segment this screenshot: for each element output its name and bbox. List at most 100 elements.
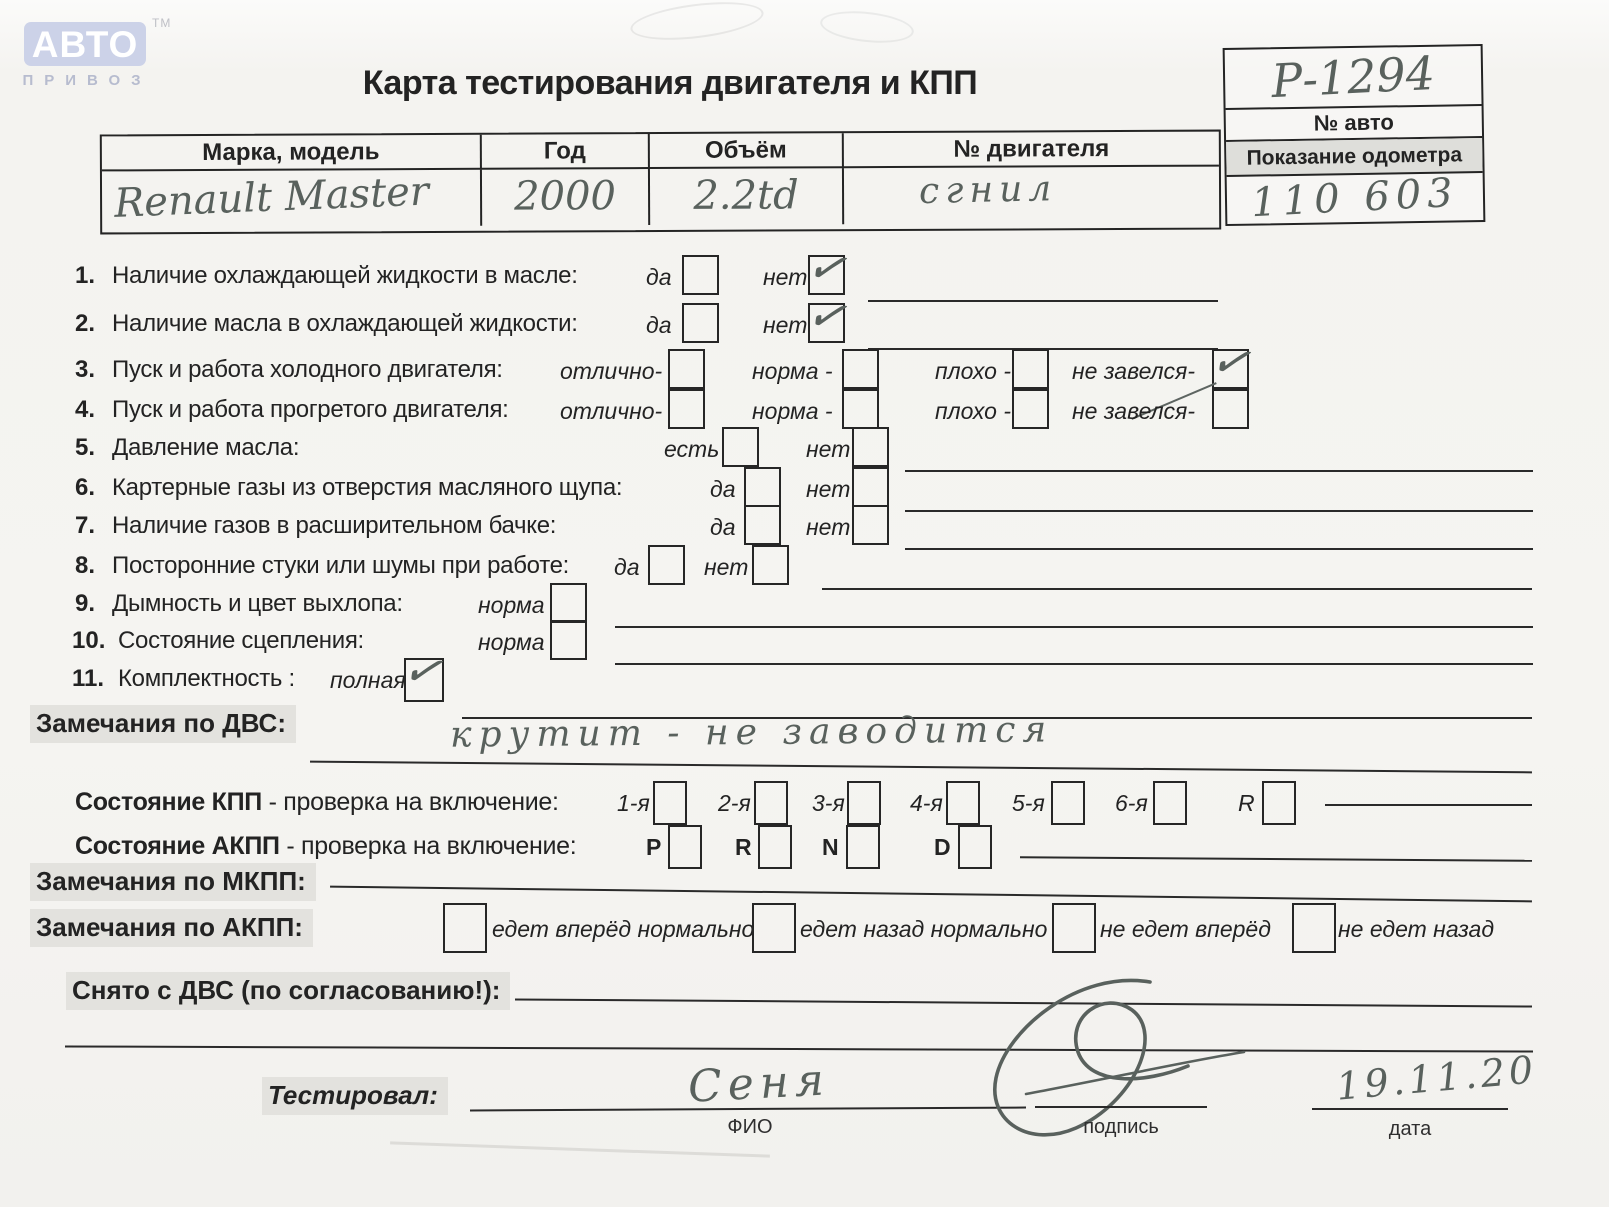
logo-wordmark: АВТО bbox=[24, 22, 146, 66]
dvs-remarks-label-text: Замечания по ДВС: bbox=[30, 705, 296, 743]
item-number: 9. bbox=[75, 590, 96, 617]
checkbox-net[interactable]: ✓ bbox=[802, 237, 851, 298]
checkbox-otlichno[interactable] bbox=[668, 389, 705, 429]
akpp-label: Состояние АКПП - проверка на включение: bbox=[75, 832, 577, 861]
checkbox-gear-6[interactable] bbox=[1153, 781, 1187, 825]
answer-line[interactable] bbox=[822, 588, 1532, 590]
checkbox-gear-5[interactable] bbox=[1051, 781, 1085, 825]
kpp-label-rest: - проверка на включение: bbox=[261, 788, 559, 816]
kpp-label-bold: Состояние КПП bbox=[75, 788, 262, 816]
checkbox-polnaya[interactable]: ✓ bbox=[398, 640, 447, 702]
checkbox-gear-2[interactable] bbox=[754, 781, 788, 825]
signature-line[interactable] bbox=[1035, 1106, 1207, 1108]
akpp-check-row: Состояние АКПП - проверка на включение: … bbox=[0, 825, 1609, 876]
gear-label-p: P bbox=[646, 834, 662, 860]
removed-line-2[interactable] bbox=[65, 1045, 1533, 1053]
header-engine-number: № двигателя bbox=[843, 131, 1219, 169]
tester-name-handwritten: Сеня bbox=[686, 1054, 832, 1113]
checkbox-net[interactable] bbox=[852, 505, 889, 545]
item-number: 3. bbox=[75, 356, 96, 383]
item-label: Пуск и работа прогретого двигателя: bbox=[112, 396, 509, 423]
checkbox-ploho[interactable] bbox=[1012, 389, 1049, 429]
cell-volume[interactable]: 2.2td bbox=[649, 168, 845, 226]
checkbox-no-forward[interactable] bbox=[1052, 903, 1096, 953]
date-handwritten: 19.11.20 bbox=[1334, 1047, 1539, 1109]
checkbox-da[interactable] bbox=[648, 545, 685, 585]
option-label-ne-zavelsya: не завелся- bbox=[1072, 358, 1196, 384]
checkbox-norma[interactable] bbox=[550, 583, 587, 623]
option-label-norma: норма - bbox=[752, 358, 833, 384]
checkbox-da[interactable] bbox=[744, 505, 781, 545]
answer-line[interactable] bbox=[905, 548, 1533, 550]
checklist-item-5: 5. Давление масла: есть нет bbox=[0, 427, 1609, 478]
car-number-cell[interactable]: Р-1294 bbox=[1224, 46, 1482, 111]
answer-line[interactable] bbox=[1019, 856, 1533, 862]
mkpp-remarks-line[interactable] bbox=[330, 885, 1532, 903]
odometer-cell[interactable]: 110 603 bbox=[1227, 170, 1484, 226]
dvs-remarks-line[interactable] bbox=[310, 760, 1532, 774]
gear-label-n: N bbox=[822, 834, 839, 860]
checkbox-norma[interactable] bbox=[842, 349, 879, 389]
akpp-option-label: едет вперёд нормально bbox=[492, 916, 755, 942]
checkbox-net[interactable]: ✓ bbox=[802, 285, 851, 346]
checkbox-gear-n[interactable] bbox=[846, 825, 880, 869]
checkbox-otlichno[interactable] bbox=[668, 349, 705, 389]
checkbox-ne-zavelsya[interactable] bbox=[1212, 389, 1249, 429]
engine-number-handwritten: сгнил bbox=[918, 168, 1058, 213]
checkbox-net[interactable] bbox=[752, 545, 789, 585]
item-number: 7. bbox=[75, 512, 96, 539]
checkbox-gear-r[interactable] bbox=[758, 825, 792, 869]
gear-label-4: 4-я bbox=[910, 790, 943, 816]
checkbox-norma[interactable] bbox=[842, 389, 879, 429]
checkbox-net[interactable] bbox=[852, 427, 889, 467]
option-label-ploho: плохо - bbox=[935, 398, 1011, 424]
checkbox-norma[interactable] bbox=[550, 620, 587, 660]
cell-engine-number[interactable]: сгнил bbox=[844, 167, 1219, 225]
option-label-net: нет bbox=[763, 312, 808, 338]
item-label: Посторонние стуки или шумы при работе: bbox=[112, 552, 570, 579]
cell-year[interactable]: 2000 bbox=[481, 169, 651, 226]
checkbox-da[interactable] bbox=[682, 303, 719, 343]
checkbox-gear-r[interactable] bbox=[1262, 781, 1296, 825]
checkbox-ne-zavelsya[interactable]: ✓ bbox=[1206, 331, 1255, 392]
checkbox-drives-backward[interactable] bbox=[752, 903, 796, 953]
checkbox-gear-1[interactable] bbox=[653, 781, 687, 825]
checkbox-da[interactable] bbox=[744, 467, 781, 507]
option-label-net: нет bbox=[763, 264, 808, 290]
header-year: Год bbox=[481, 134, 650, 170]
checkbox-gear-d[interactable] bbox=[958, 825, 992, 869]
answer-line[interactable] bbox=[905, 470, 1533, 472]
tested-by-label: Тестировал: bbox=[262, 1077, 448, 1115]
scan-ghost-mark bbox=[818, 7, 916, 47]
checkbox-drives-forward[interactable] bbox=[443, 903, 487, 953]
checkbox-gear-3[interactable] bbox=[847, 781, 881, 825]
answer-line[interactable] bbox=[1325, 804, 1532, 806]
checkbox-da[interactable] bbox=[682, 255, 719, 295]
checkbox-ploho[interactable] bbox=[1012, 349, 1049, 389]
signature-caption: подпись bbox=[1083, 1116, 1159, 1138]
answer-line[interactable] bbox=[868, 300, 1218, 302]
option-label-net: нет bbox=[704, 554, 749, 580]
checkbox-est[interactable] bbox=[722, 427, 759, 467]
answer-line[interactable] bbox=[905, 510, 1533, 512]
tester-name-line[interactable] bbox=[469, 1106, 1027, 1112]
checkbox-net[interactable] bbox=[852, 467, 889, 507]
answer-line[interactable] bbox=[615, 626, 1533, 628]
cell-make-model[interactable]: Renault Master bbox=[101, 169, 483, 228]
gear-label-1: 1-я bbox=[617, 790, 650, 816]
checklist-item-4: 4. Пуск и работа прогретого двигателя: о… bbox=[0, 389, 1609, 440]
option-label-est: есть bbox=[664, 436, 720, 462]
item-label: Давление масла: bbox=[112, 434, 300, 461]
checkbox-no-backward[interactable] bbox=[1292, 903, 1336, 953]
answer-line[interactable] bbox=[462, 717, 1532, 719]
item-label: Комплектность : bbox=[118, 665, 295, 692]
checkbox-gear-p[interactable] bbox=[668, 825, 702, 869]
checkbox-gear-4[interactable] bbox=[946, 781, 980, 825]
answer-line[interactable] bbox=[615, 663, 1533, 665]
checklist-item-10: 10. Состояние сцепления: норма bbox=[0, 620, 1609, 671]
gear-label-r: R bbox=[735, 834, 752, 860]
checklist-item-2: 2. Наличие масла в охлаждающей жидкости:… bbox=[0, 285, 1609, 354]
date-line[interactable] bbox=[1312, 1108, 1508, 1110]
item-number: 2. bbox=[75, 310, 96, 337]
